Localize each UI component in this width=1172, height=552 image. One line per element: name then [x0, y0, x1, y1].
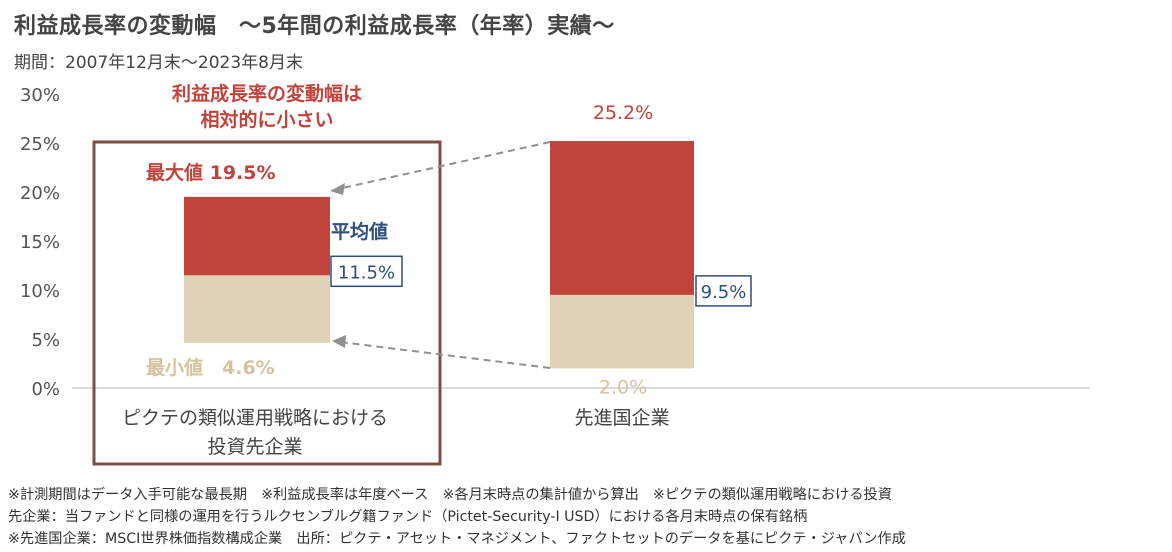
min-label-2: 2.0% [599, 376, 647, 398]
bar-upper-segment [184, 196, 330, 276]
y-tick-label: 0% [31, 379, 60, 400]
y-tick-label: 10% [20, 281, 60, 302]
callout-line-1: 利益成長率の変動幅は [172, 82, 362, 105]
avg-title: 平均値 [331, 220, 388, 243]
y-tick-label: 5% [31, 330, 60, 351]
footnotes: ※計測期間はデータ入手可能な最長期 ※利益成長率は年度ベース ※各月末時点の集計… [8, 484, 906, 550]
footnote-line: 先企業：当ファンドと同様の運用を行うルクセンブルグ籍ファンド（Pictet-Se… [8, 509, 808, 525]
max-label-2: 25.2% [593, 102, 653, 124]
category-label-1-line-2: 投資先企業 [207, 436, 302, 458]
highlight-frame [92, 140, 442, 466]
category-label-2: 先進国企業 [574, 407, 669, 429]
category-label-1-line-1: ピクテの類似運用戦略における [122, 407, 388, 429]
max-label-1: 最大値 19.5% [146, 161, 276, 184]
arrow-min-head [332, 335, 346, 348]
y-tick-label: 20% [20, 183, 60, 204]
arrow-max-head [330, 183, 345, 195]
y-tick-label: 30% [20, 85, 60, 106]
bar-lower-segment [184, 275, 330, 343]
bar-chart: 0% 5% 10% 15% 20% 25% 30% 利益成長率の変動幅は 相対的に小さい 最… [20, 82, 1090, 466]
y-axis: 0% 5% 10% 15% 20% 25% 30% [20, 85, 1090, 400]
bar-upper-segment [550, 141, 694, 295]
footnote-line: ※先進国企業：MSCI世界株価指数構成企業 出所：ピクテ・アセット・マネジメント… [8, 531, 906, 547]
min-label-1: 最小値 4.6% [146, 357, 275, 379]
y-tick-label: 15% [20, 232, 60, 253]
chart-title: 利益成長率の変動幅 ～5年間の利益成長率（年率）実績～ [14, 14, 615, 39]
period-label: 期間：2007年12月末～2023年8月末 [14, 53, 303, 73]
callout-line-2: 相対的に小さい [200, 108, 333, 131]
avg-value-label: 9.5% [701, 282, 747, 303]
bar-lower-segment [550, 294, 694, 369]
arrow-min [339, 341, 551, 369]
y-tick-label: 25% [20, 134, 60, 155]
avg-value-box [330, 255, 403, 288]
avg-value-label: 11.5% [338, 262, 395, 283]
footnote-line: ※計測期間はデータ入手可能な最長期 ※利益成長率は年度ベース ※各月末時点の集計… [8, 487, 892, 503]
avg-value-box [695, 275, 752, 307]
arrow-max [337, 141, 551, 190]
